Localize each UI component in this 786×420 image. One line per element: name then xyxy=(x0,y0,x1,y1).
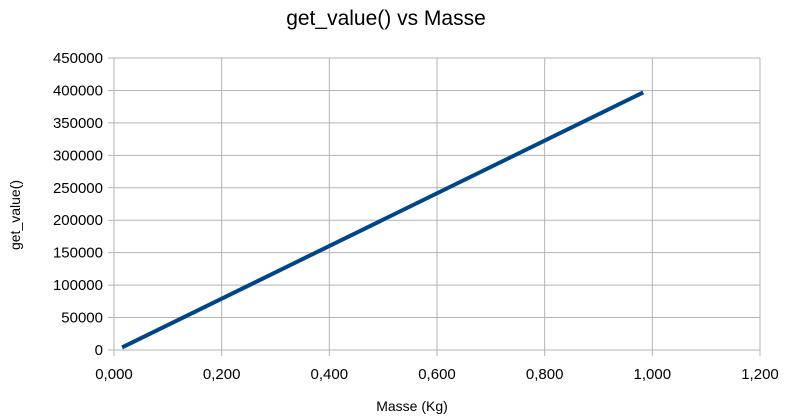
y-tick-label: 100000 xyxy=(53,277,103,294)
y-tick-label: 150000 xyxy=(53,245,103,262)
y-axis-ticks: 0 50000 100000 150000 200000 250000 300000 3500… xyxy=(53,50,103,359)
y-tick-label: 350000 xyxy=(53,115,103,132)
chart-title: get_value() vs Masse xyxy=(286,7,486,30)
y-axis-label: get_value() xyxy=(7,180,23,250)
y-tick-label: 0 xyxy=(95,342,103,359)
y-tick-label: 300000 xyxy=(53,147,103,164)
x-tick-label: 0,600 xyxy=(418,366,456,383)
x-tick-label: 0,200 xyxy=(203,366,241,383)
x-tick-label: 0,000 xyxy=(95,366,133,383)
y-tick-label: 450000 xyxy=(53,50,103,67)
grid-lines xyxy=(108,57,761,356)
x-tick-label: 1,200 xyxy=(741,366,779,383)
series-line xyxy=(121,90,645,350)
x-axis-label: Masse (Kg) xyxy=(376,398,448,414)
series-layer xyxy=(121,90,645,350)
x-tick-label: 0,800 xyxy=(526,366,564,383)
x-tick-label: 0,400 xyxy=(311,366,349,383)
x-tick-label: 1,000 xyxy=(634,366,672,383)
x-axis-ticks: 0,000 0,200 0,400 0,600 0,800 1,000 1,200 xyxy=(95,366,779,383)
y-tick-label: 200000 xyxy=(53,212,103,229)
y-tick-label: 250000 xyxy=(53,180,103,197)
y-tick-label: 50000 xyxy=(61,310,103,327)
y-tick-label: 400000 xyxy=(53,82,103,99)
